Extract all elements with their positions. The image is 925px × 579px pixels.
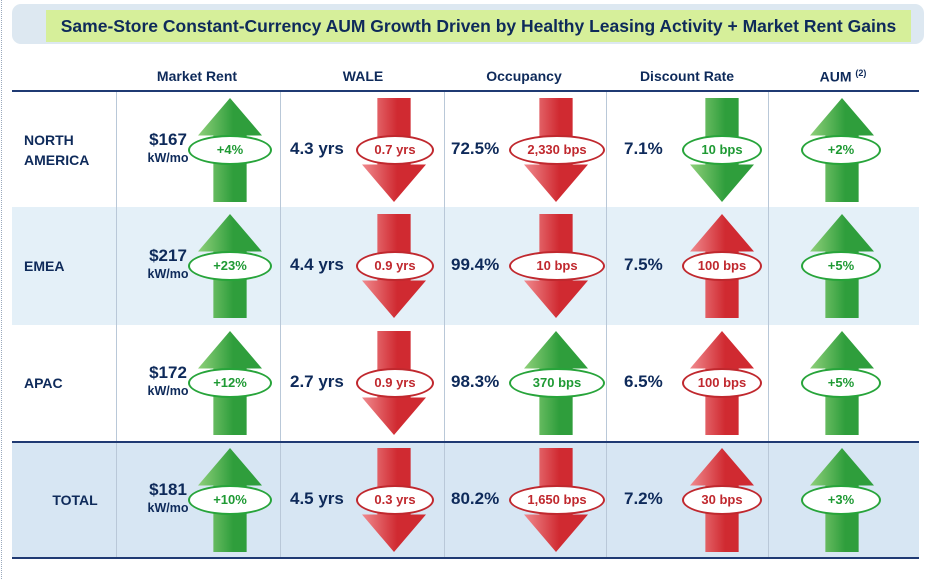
market-rent-change-badge: +4%	[188, 134, 272, 165]
occupancy-value: 80.2%	[451, 489, 500, 508]
column-divider	[606, 325, 607, 441]
header-occupancy: Occupancy	[486, 68, 562, 84]
column-divider	[768, 325, 769, 441]
discount-rate-value: 7.5%	[624, 255, 663, 274]
column-divider	[116, 443, 117, 557]
column-divider	[116, 92, 117, 207]
market-rent-change-badge: +12%	[188, 368, 272, 398]
occupancy-value: 98.3%	[451, 372, 500, 391]
market-rent-unit: kW/mo	[147, 267, 189, 281]
wale-value: 4.5 yrs	[290, 489, 344, 508]
table-bottom-rule	[12, 557, 919, 559]
total-separator-rule	[12, 441, 919, 443]
aum-change-badge: +2%	[801, 134, 881, 165]
wale-value: 4.3 yrs	[290, 138, 344, 158]
market-rent-value: $172 kW/mo	[130, 363, 206, 398]
occupancy-change-badge: 2,330 bps	[509, 134, 605, 165]
region-label: TOTAL	[12, 490, 112, 510]
header-aum: AUM (2)	[790, 68, 896, 85]
column-divider	[280, 325, 281, 441]
wale-value: 4.4 yrs	[290, 255, 344, 274]
header-aum-label: AUM	[819, 68, 852, 85]
table-row: APAC $172 kW/mo +12% 2.7 yrs 0.9 yrs 98.3% 370 …	[12, 325, 919, 441]
discount-rate-value: 7.1%	[624, 138, 663, 158]
column-divider	[280, 443, 281, 557]
wale-change-badge: 0.9 yrs	[356, 251, 434, 281]
column-divider	[116, 325, 117, 441]
slide-title: Same-Store Constant-Currency AUM Growth …	[46, 10, 911, 42]
market-rent-value: $167 kW/mo	[130, 130, 206, 165]
column-divider	[444, 443, 445, 557]
column-divider	[606, 207, 607, 325]
aum-change-badge: +5%	[801, 251, 881, 281]
header-market-rent: Market Rent	[156, 68, 238, 84]
table-row: EMEA $217 kW/mo +23% 4.4 yrs 0.9 yrs 99.4% 10 b…	[12, 207, 919, 325]
market-rent-change-badge: +10%	[188, 485, 272, 515]
market-rent-unit: kW/mo	[147, 384, 189, 398]
region-label: NORTH AMERICA	[24, 130, 89, 170]
column-divider	[606, 443, 607, 557]
column-divider	[768, 92, 769, 207]
occupancy-value: 99.4%	[451, 255, 500, 274]
market-rent-amount: $172	[149, 363, 187, 382]
market-rent-value: $217 kW/mo	[130, 246, 206, 281]
occupancy-value: 72.5%	[451, 138, 500, 158]
region-label-line: NORTH	[24, 131, 74, 148]
market-rent-amount: $217	[149, 246, 187, 265]
wale-value: 2.7 yrs	[290, 372, 344, 391]
occupancy-change-badge: 1,650 bps	[509, 485, 605, 515]
region-label: EMEA	[24, 256, 64, 276]
discount-rate-change-badge: 100 bps	[682, 251, 762, 281]
region-label-line: TOTAL	[52, 492, 98, 508]
discount-rate-value: 6.5%	[624, 372, 663, 391]
market-rent-amount: $167	[149, 129, 187, 149]
wale-change-badge: 0.9 yrs	[356, 368, 434, 398]
wale-change-badge: 0.3 yrs	[356, 485, 434, 515]
market-rent-change-badge: +23%	[188, 251, 272, 281]
column-divider	[768, 207, 769, 325]
column-divider	[444, 207, 445, 325]
column-divider	[444, 325, 445, 441]
region-label-line: EMEA	[24, 258, 65, 274]
wale-change-badge: 0.7 yrs	[356, 134, 434, 165]
column-header-row: Market Rent WALE Occupancy Discount Rate…	[0, 60, 925, 94]
table-row: TOTAL $181 kW/mo +10% 4.5 yrs 0.3 yrs 80.2% 1,6…	[12, 443, 919, 557]
region-label: APAC	[24, 373, 63, 393]
column-divider	[768, 443, 769, 557]
table-row: NORTH AMERICA $167 kW/mo +4% 4.3 yrs 0.7 yrs 72…	[12, 92, 919, 207]
header-wale: WALE	[342, 68, 384, 84]
aum-change-badge: +3%	[801, 485, 881, 515]
occupancy-change-badge: 10 bps	[509, 251, 605, 281]
column-divider	[280, 92, 281, 207]
occupancy-change-badge: 370 bps	[509, 368, 605, 398]
left-dotted-border	[1, 0, 2, 579]
header-discount-rate: Discount Rate	[639, 68, 735, 84]
region-label-line: AMERICA	[24, 151, 90, 168]
discount-rate-change-badge: 10 bps	[682, 134, 762, 165]
column-divider	[116, 207, 117, 325]
title-band: Same-Store Constant-Currency AUM Growth …	[12, 4, 924, 44]
market-rent-value: $181 kW/mo	[130, 480, 206, 515]
column-divider	[280, 207, 281, 325]
region-label-line: APAC	[24, 375, 63, 391]
column-divider	[444, 92, 445, 207]
market-rent-amount: $181	[149, 480, 187, 499]
column-divider	[606, 92, 607, 207]
market-rent-unit: kW/mo	[147, 501, 189, 515]
header-aum-footnote: (2)	[855, 68, 867, 78]
discount-rate-change-badge: 100 bps	[682, 368, 762, 398]
table-top-rule	[12, 90, 919, 92]
discount-rate-value: 7.2%	[624, 489, 663, 508]
aum-change-badge: +5%	[801, 368, 881, 398]
discount-rate-change-badge: 30 bps	[682, 485, 762, 515]
market-rent-unit: kW/mo	[147, 150, 189, 165]
